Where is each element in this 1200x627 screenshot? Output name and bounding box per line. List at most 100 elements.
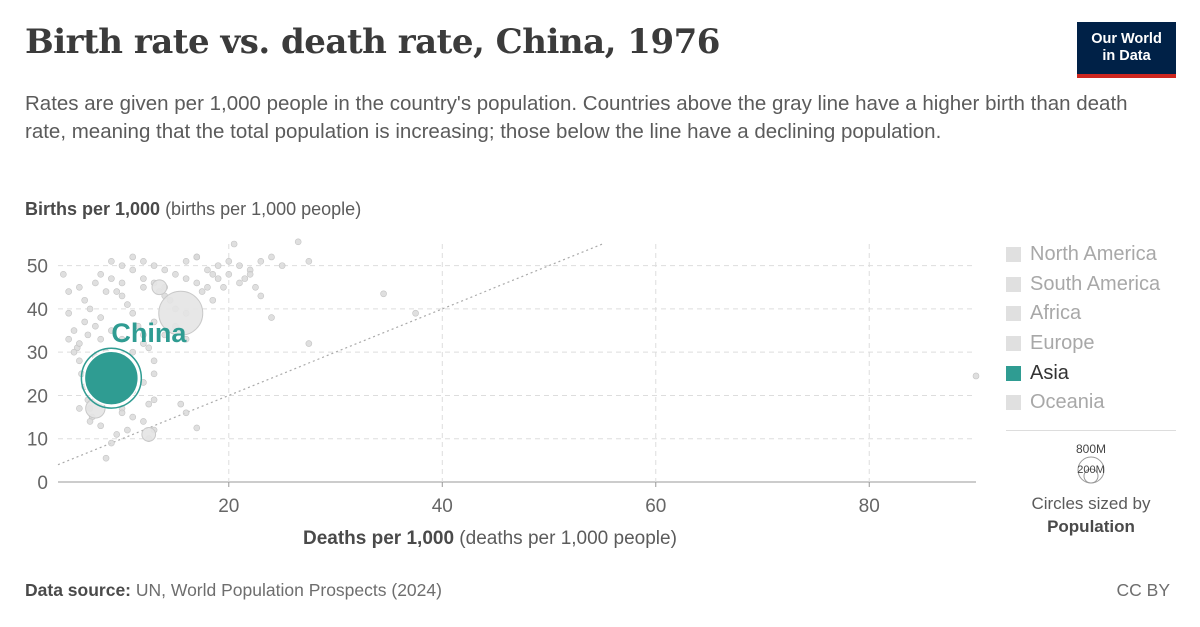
data-point [252,283,259,291]
data-point [294,238,302,246]
data-point [150,318,158,326]
data-point [140,418,147,425]
equal-rate-line [57,243,603,466]
data-point-large [151,279,168,296]
size-note-line2: Population [1047,517,1135,536]
data-point-large [158,290,204,336]
data-point [124,301,131,308]
data-point [108,258,115,265]
data-point [102,454,110,462]
data-point [268,314,275,321]
data-point [172,270,179,278]
reference-line [57,243,603,466]
x-axis-label-bold: Deaths per 1,000 [303,528,455,549]
data-point [225,258,233,265]
data-point [220,283,227,291]
legend-label: South America [1030,272,1161,295]
data-point [76,340,83,347]
data-point [182,275,190,282]
license-link[interactable]: CC BY [1116,580,1170,600]
data-point [268,253,275,261]
data-point [972,372,980,380]
data-point [140,275,147,282]
y-axis-label: Births per 1,000 (births per 1,000 peopl… [25,199,361,220]
china-point [83,350,140,406]
data-point [150,370,158,378]
data-point [97,270,104,278]
data-point [118,409,126,417]
data-point [76,283,83,291]
legend-item-asia[interactable]: Asia [1006,358,1186,388]
data-point [182,258,190,265]
legend-item-south-america[interactable]: South America [1006,270,1186,300]
legend-item-africa[interactable]: Africa [1006,299,1186,329]
data-point [161,331,169,339]
data-point [129,253,137,261]
china-highlight[interactable]: China [80,318,187,409]
data-point [97,335,104,343]
data-point [65,335,72,343]
data-point [257,258,265,265]
logo-line1: Our World [1091,31,1162,47]
legend-swatch [1006,336,1021,352]
data-point [102,288,110,295]
size-note: Circles sized by Population [1006,492,1176,538]
size-legend-small-label: 200M [1077,464,1105,476]
data-point [305,340,313,347]
data-point [97,422,104,430]
data-point [161,266,169,274]
data-point [113,288,121,295]
data-point [380,290,387,298]
y-tick-label: 20 [27,386,48,407]
owid-logo[interactable]: Our World in Data [1077,22,1176,78]
y-axis-label-bold: Births per 1,000 [25,199,161,219]
data-point [124,426,131,434]
legend-item-europe[interactable]: Europe [1006,329,1186,359]
data-point [76,405,83,412]
data-point [92,279,99,287]
logo-line2: in Data [1102,48,1151,64]
data-source-label: Data source: [25,580,132,600]
x-tick-label: 40 [432,496,453,517]
data-point [140,258,147,265]
legend-item-north-america[interactable]: North America [1006,240,1186,270]
data-point [214,262,222,269]
data-point [182,335,190,343]
legend-label: North America [1030,243,1157,266]
x-tick-label: 20 [218,496,239,517]
y-tick-label: 10 [27,430,48,451]
data-point [118,335,126,343]
data-points [60,238,980,462]
data-point [209,296,217,304]
x-axis-label: Deaths per 1,000 (deaths per 1,000 peopl… [303,528,677,550]
data-point [129,309,137,317]
data-point [129,413,137,421]
legend-label: Europe [1030,332,1095,355]
china-label: China [111,318,187,348]
data-point [118,292,126,300]
data-point [412,309,419,317]
data-point [150,396,158,404]
data-point [81,318,88,326]
data-point [257,292,265,300]
data-point [236,279,243,287]
data-point [108,275,115,282]
data-point [86,305,94,313]
data-point [81,296,88,304]
data-source: Data source: UN, World Population Prospe… [25,580,442,601]
data-point [145,344,153,352]
size-legend: 800M 200M [1076,442,1106,484]
data-source-text[interactable]: UN, World Population Prospects (2024) [131,580,442,600]
data-point [118,279,126,287]
data-point [193,279,201,287]
data-point [278,262,286,269]
legend-item-oceania[interactable]: Oceania [1006,388,1186,418]
data-point [70,348,78,356]
legend-swatch [1006,365,1021,381]
data-point [65,309,72,317]
data-point [230,240,238,248]
legend-swatch [1006,395,1021,411]
data-point [86,418,94,425]
data-point [177,400,185,408]
